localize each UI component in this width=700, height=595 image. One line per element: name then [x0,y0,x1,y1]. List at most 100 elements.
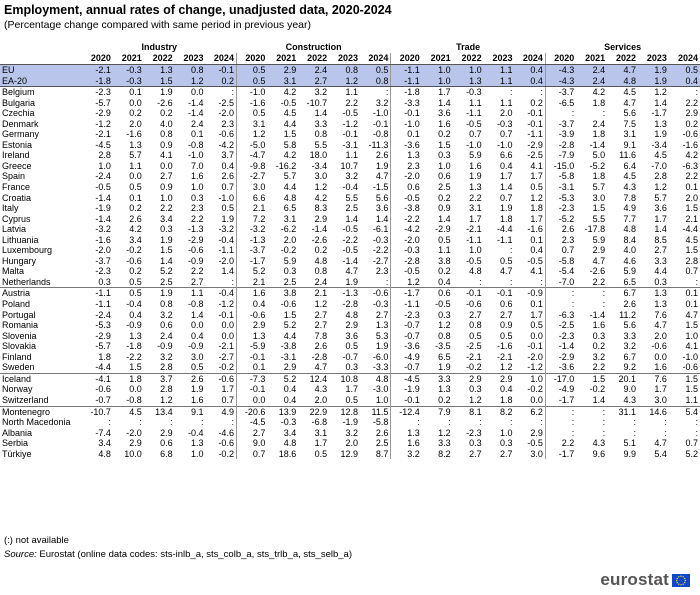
eurostat-logo: eurostat [600,570,690,590]
value-cell: 6.6 [235,192,268,204]
value-cell: 5.1 [623,438,637,449]
value-cell: 0.4 [283,394,297,405]
value-cell: 1.3 [390,150,422,161]
value-cell: 1.2 [438,427,451,438]
value-cell: -0.1 [342,129,359,140]
value-cell: 0.5 [668,64,700,76]
value-cell: -0.7 [390,320,422,331]
country-name: Estonia [2,139,33,150]
value-cell: 0.8 [160,299,173,310]
value-cell: 0.2 [129,266,142,277]
year-header: 2024 [514,53,546,65]
value-cell: : [509,245,513,256]
value-cell: -0.9 [188,255,204,266]
value-cell: 3.0 [235,182,268,193]
value-cell: 9.0 [623,384,637,395]
value-cell: -3.2 [218,224,234,235]
value-cell: -0.8 [188,299,204,310]
group-header-row: Industry Construction Trade Services [0,42,700,53]
value-cell: -7.0 [544,276,577,288]
country-name: Greece [2,160,32,171]
value-cell: 1.8 [592,171,606,182]
value-cell: 1.2 [235,129,268,140]
value-cell: 4.7 [607,64,639,76]
value-cell: 4.8 [623,224,637,235]
value-cell: -0.4 [126,299,142,310]
country-name: Malta [2,266,25,277]
value-cell: -1.4 [95,192,111,203]
value-cell: 6.7 [623,351,637,362]
value-cell: -0.1 [218,309,234,320]
table-row: France -0.5 0.5 0.9 1.0 0.7 3.0 4.4 1.2 -0.4 -1.5 0… [0,182,700,193]
value-cell: -0.5 [342,245,359,256]
country-name: Sweden [2,362,35,373]
value-cell: 1.6 [438,118,451,129]
value-cell: -1.6 [126,129,142,140]
value-cell: 1.9 [345,276,359,287]
value-cell: -0.8 [126,394,142,405]
value-cell: 1.7 [530,213,543,224]
value-cell: 4.8 [283,438,297,449]
value-cell: -3.3 [372,362,389,373]
value-cell: 4.5 [112,405,144,418]
value-cell: : [231,87,234,98]
value-cell: 0.5 [235,64,268,76]
value-cell: 1.4 [375,213,389,224]
value-cell: 0.3 [654,276,667,287]
value-cell: -6.2 [280,224,297,235]
value-cell: 4.9 [623,203,637,214]
value-cell: 2.3 [191,203,204,214]
value-cell: : [602,417,606,428]
value-cell: 4.2 [314,192,328,203]
value-cell: 2.6 [314,341,328,352]
table-row: Portugal -2.4 0.4 3.2 1.4 -0.1 -0.6 1.5 2.7 4.8 2.… [0,309,700,321]
value-cell: -1.1 [82,287,113,300]
value-cell: 4.7 [654,320,667,331]
value-cell: 0.2 [205,75,237,88]
value-cell: 0.1 [129,87,142,98]
value-cell: 0.0 [129,171,142,182]
value-cell: 1.5 [685,320,698,331]
group-header-construction: Construction [285,42,342,52]
value-cell: -4.1 [82,372,113,385]
year-header: 2023 [329,53,361,65]
value-cell: 0.3 [98,276,111,287]
value-cell: 0.5 [345,341,359,352]
country-name: Austria [0,287,82,300]
value-cell: -5.7 [95,341,111,352]
value-cell: -1.9 [390,384,422,395]
value-cell: -2.3 [544,330,577,342]
country-name: Netherlands [2,276,51,287]
value-cell: 1.9 [375,160,389,171]
value-cell: 5.9 [623,266,637,277]
value-cell: 0.0 [191,87,204,98]
value-cell: -2.7 [235,171,268,183]
country-name: Bulgaria [2,97,36,108]
value-cell: 6.2 [514,405,546,418]
value-cell: -3.0 [372,384,389,395]
value-cell: 1.4 [314,108,328,119]
value-cell: 0.4 [499,160,513,171]
value-cell: 0.9 [438,203,451,214]
value-cell: -1.4 [188,97,204,108]
value-cell: 1.1 [483,75,515,88]
value-cell: -7.0 [651,160,667,171]
value-cell: -3.1 [280,351,297,362]
value-cell: 6.5 [623,276,637,287]
value-cell: -2.3 [544,203,577,214]
value-cell: : [664,417,667,428]
value-cell: 0.5 [530,320,543,331]
value-cell: : [602,299,606,310]
value-cell: 9.1 [174,405,206,418]
value-cell: 4.1 [160,150,173,161]
value-cell: -4.9 [390,351,422,363]
value-cell: 3.0 [314,171,328,182]
year-header: 2020 [544,53,577,65]
value-cell: 3.6 [654,203,667,214]
value-cell: 3.0 [191,351,204,362]
value-cell: -5.9 [235,341,268,352]
value-cell: 1.0 [421,64,453,76]
value-cell: : [576,287,608,300]
value-cell: 1.2 [530,192,543,203]
value-cell: -0.3 [466,87,482,98]
